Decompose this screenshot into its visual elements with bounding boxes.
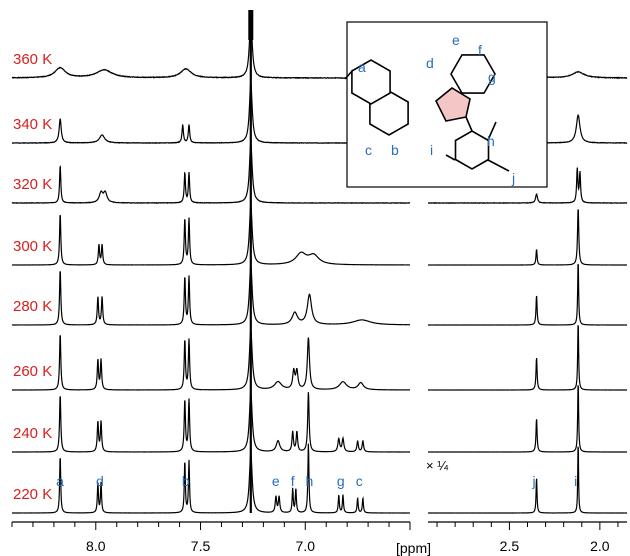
- peak-label-d: d: [96, 473, 104, 489]
- structure-label-c: c: [365, 142, 372, 158]
- temperature-label-320k: 320 K: [13, 176, 52, 193]
- spectrum-trace-220k-aliphatic: [427, 446, 628, 514]
- structure-label-e: e: [452, 32, 460, 48]
- temperature-label-300k: 300 K: [13, 238, 52, 255]
- temperature-label-280k: 280 K: [13, 298, 52, 315]
- mesityl-ring: [454, 130, 490, 170]
- peak-label-h: h: [305, 473, 313, 489]
- spectrum-trace-300k-aromatic: [11, 203, 411, 266]
- x-axis-label: [ppm]: [396, 540, 431, 556]
- spectrum-trace-260k-aromatic: [11, 328, 411, 391]
- peak-label-g: g: [337, 473, 345, 489]
- ppm-axes: 8.0 7.5 7.0 2.5 2.0: [11, 521, 627, 554]
- methyl-bond: [487, 159, 510, 172]
- temperature-label-220k: 220 K: [13, 486, 52, 503]
- spectrum-trace-360k-aromatic: [11, 18, 411, 80]
- ring-cut: [344, 69, 354, 80]
- structure-label-j: j: [511, 170, 515, 186]
- peak-label-e: e: [272, 473, 280, 489]
- five-membered-ring: [434, 87, 471, 122]
- temperature-label-340k: 340 K: [13, 116, 52, 133]
- peak-label-i: i: [574, 473, 577, 489]
- tick-label-7.0: 7.0: [296, 538, 316, 554]
- spectrum-trace-260k-aliphatic: [427, 325, 628, 391]
- peak-label-j: j: [532, 473, 536, 489]
- tick-label-7.5: 7.5: [191, 538, 211, 554]
- tick-label-8.0: 8.0: [86, 538, 106, 554]
- spectrum-trace-240k-aliphatic: [427, 385, 628, 453]
- structure-label-g: g: [488, 69, 496, 85]
- spectra-traces: [11, 10, 628, 514]
- solvent-peak-top: [248, 10, 254, 40]
- structure-label-i: i: [430, 142, 433, 158]
- aryl-bond: [465, 116, 473, 132]
- spectrum-trace-280k-aromatic: [11, 263, 411, 326]
- peak-label-b: b: [182, 473, 190, 489]
- structure-label-h: h: [487, 133, 495, 149]
- structure-label-f: f: [478, 42, 482, 58]
- spectrum-trace-240k-aromatic: [11, 390, 411, 453]
- tick-label-2.5: 2.5: [500, 538, 520, 554]
- scale-note: × ¼: [426, 458, 448, 473]
- structure-label-b: b: [391, 142, 399, 158]
- spectrum-trace-320k-aliphatic: [427, 167, 628, 204]
- spectrum-trace-220k-aromatic: [11, 443, 410, 514]
- temperature-label-240k: 240 K: [13, 425, 52, 442]
- spectrum-trace-280k-aliphatic: [428, 263, 628, 326]
- methyl-bond: [487, 121, 497, 141]
- methyl-bond: [445, 154, 456, 161]
- benzo-ring: [450, 54, 496, 94]
- temperature-label-360k: 360 K: [13, 51, 52, 68]
- molecule-structure-inset: a b c d e fg h i j: [344, 21, 548, 188]
- structure-label-d: d: [426, 55, 434, 71]
- tick-label-2.0: 2.0: [590, 538, 610, 554]
- peak-label-c: c: [356, 473, 363, 489]
- spectrum-trace-300k-aliphatic: [427, 209, 628, 266]
- peak-label-a: a: [56, 473, 64, 489]
- structure-label-a: a: [358, 59, 366, 75]
- spectrum-trace-320k-aromatic: [11, 141, 411, 205]
- temperature-label-260k: 260 K: [13, 363, 52, 380]
- spectrum-trace-340k-aromatic: [11, 81, 410, 145]
- peak-label-f: f: [291, 473, 295, 489]
- temperature-labels: 360 K 340 K 320 K 300 K 280 K 260 K 240 K 220 K: [13, 51, 52, 503]
